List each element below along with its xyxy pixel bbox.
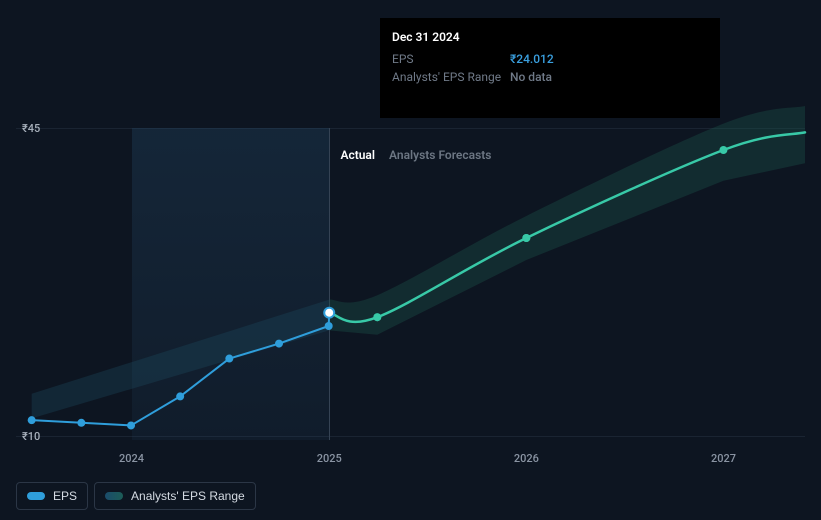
- legend-label-eps-range: Analysts' EPS Range: [131, 489, 245, 503]
- chart-legend: EPS Analysts' EPS Range: [16, 482, 256, 510]
- tooltip-value-range: No data: [510, 68, 552, 86]
- tooltip-key-range: Analysts' EPS Range: [392, 68, 510, 86]
- legend-label-eps: EPS: [53, 489, 77, 503]
- region-label-forecast: Analysts Forecasts: [389, 148, 491, 162]
- tooltip-value-eps: ₹24.012: [510, 50, 554, 68]
- x-axis-tick-2026: 2026: [514, 452, 539, 465]
- region-label-actual: Actual: [340, 148, 375, 162]
- y-axis-tick-max: ₹45: [22, 122, 40, 135]
- legend-item-eps-range[interactable]: Analysts' EPS Range: [94, 482, 256, 510]
- legend-swatch-eps: [27, 492, 45, 500]
- tooltip-key-eps: EPS: [392, 50, 510, 68]
- tooltip-title: Dec 31 2024: [392, 28, 708, 46]
- legend-item-eps[interactable]: EPS: [16, 482, 88, 510]
- x-axis-tick-2025: 2025: [317, 452, 342, 465]
- y-axis-tick-min: ₹10: [22, 430, 40, 443]
- x-axis-tick-2024: 2024: [119, 452, 144, 465]
- chart-tooltip: Dec 31 2024 EPS ₹24.012 Analysts' EPS Ra…: [380, 18, 720, 118]
- x-axis-tick-2027: 2027: [711, 452, 736, 465]
- legend-swatch-eps-range: [105, 492, 123, 500]
